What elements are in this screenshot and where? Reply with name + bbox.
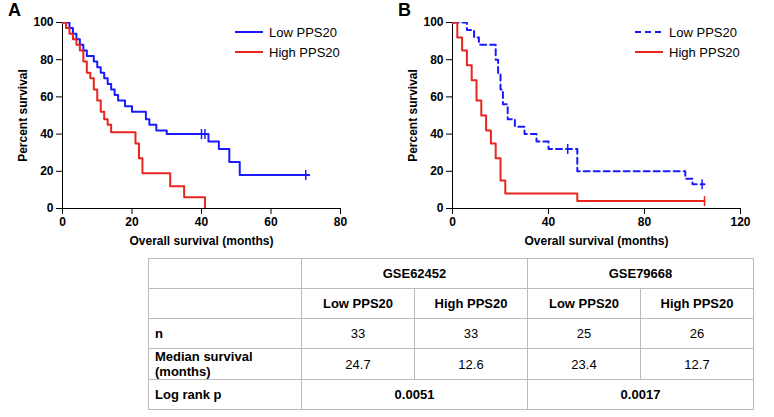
svg-text:40: 40 — [40, 127, 54, 141]
svg-text:Overall survival (months): Overall survival (months) — [524, 234, 668, 248]
html-text:Log rank p: Log rank p — [155, 387, 222, 402]
svg-text:80: 80 — [430, 53, 444, 67]
html-text:0.0051: 0.0051 — [394, 387, 435, 402]
html-text:High PPS20: High PPS20 — [660, 296, 734, 311]
html-text:33: 33 — [350, 326, 366, 341]
html-text:GSE79668: GSE79668 — [608, 266, 673, 281]
svg-text:0: 0 — [437, 201, 444, 215]
html-text:24.7: 24.7 — [345, 356, 371, 372]
html-text:Median survival (months): Median survival (months) — [155, 349, 253, 379]
html-text:26: 26 — [689, 326, 705, 341]
html-text:0.0017: 0.0017 — [620, 387, 661, 402]
svg-text:60: 60 — [430, 90, 444, 104]
html-text:12.6: 12.6 — [458, 356, 484, 372]
svg-text:80: 80 — [638, 215, 652, 229]
svg-text:0: 0 — [59, 215, 66, 229]
svg-text:40: 40 — [542, 215, 556, 229]
html-text:High PPS20: High PPS20 — [434, 296, 508, 311]
html-text:B: B — [398, 0, 411, 20]
svg-text:40: 40 — [195, 215, 209, 229]
html-text:A: A — [8, 0, 21, 20]
html-text:Low PPS20: Low PPS20 — [323, 296, 393, 311]
svg-text:20: 20 — [125, 215, 139, 229]
svg-text:Percent survival: Percent survival — [406, 69, 420, 162]
html-text:Low PPS20: Low PPS20 — [669, 24, 737, 40]
svg-text:120: 120 — [730, 215, 750, 229]
svg-text:20: 20 — [40, 164, 54, 178]
html-text:33: 33 — [463, 326, 479, 341]
svg-text:20: 20 — [430, 164, 444, 178]
html-text:n: n — [155, 326, 163, 341]
html-text:12.7: 12.7 — [684, 356, 710, 372]
html-text:25: 25 — [576, 326, 592, 341]
svg-text:60: 60 — [264, 215, 278, 229]
svg-text:80: 80 — [40, 53, 54, 67]
svg-text:40: 40 — [430, 127, 444, 141]
svg-text:0: 0 — [449, 215, 456, 229]
html-text:GSE62452: GSE62452 — [382, 266, 447, 281]
html-text:23.4: 23.4 — [571, 356, 597, 372]
svg-text:80: 80 — [334, 215, 348, 229]
svg-text:Overall survival (months): Overall survival (months) — [129, 234, 273, 248]
html-text:Low PPS20: Low PPS20 — [549, 296, 619, 311]
svg-text:100: 100 — [423, 15, 443, 29]
svg-text:0: 0 — [47, 201, 54, 215]
svg-text:100: 100 — [33, 15, 53, 29]
svg-text:60: 60 — [40, 90, 54, 104]
svg-text:Percent survival: Percent survival — [16, 69, 30, 162]
html-text:Low PPS20: Low PPS20 — [269, 24, 337, 40]
html-text:High PPS20: High PPS20 — [269, 44, 340, 60]
html-text:High PPS20: High PPS20 — [669, 44, 740, 60]
